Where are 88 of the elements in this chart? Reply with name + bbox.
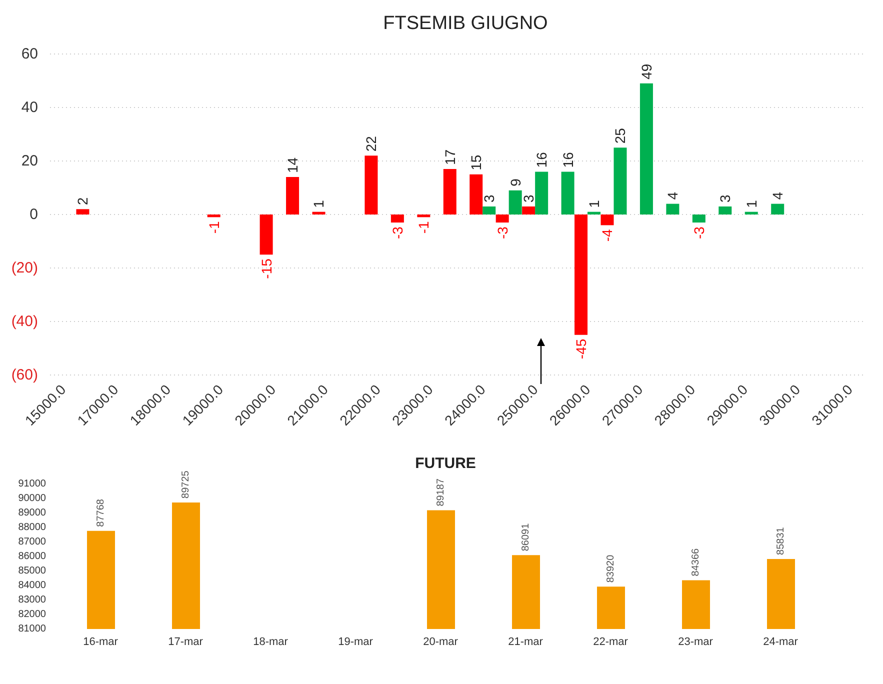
x-tick-label: 20-mar <box>423 636 458 648</box>
y-tick-label: 85000 <box>18 566 46 576</box>
data-label: 84366 <box>690 548 702 576</box>
y-tick-label: 40 <box>21 99 38 116</box>
y-tick-label: 90000 <box>18 493 46 504</box>
chart-title: FUTURE <box>415 455 476 472</box>
bar <box>260 214 273 255</box>
bar <box>561 172 574 214</box>
data-label: 89725 <box>180 470 192 498</box>
y-tick-label: (60) <box>11 366 38 384</box>
bar <box>574 214 588 335</box>
x-tick-label: 16-mar <box>83 636 118 648</box>
y-tick-label: 91000 <box>18 478 46 490</box>
y-tick-label: 83000 <box>18 594 46 606</box>
y-tick-label: 60 <box>21 46 38 62</box>
data-label: 87768 <box>96 498 106 527</box>
y-tick-label: 86000 <box>18 551 46 562</box>
data-label: 17 <box>442 149 458 166</box>
data-label: 1 <box>586 200 602 208</box>
x-tick-label: 24-mar <box>763 636 798 648</box>
data-label: -3 <box>690 226 707 239</box>
bar <box>692 214 706 223</box>
bar <box>286 177 300 214</box>
bar <box>470 174 483 214</box>
bar <box>614 148 627 214</box>
bar <box>207 214 220 218</box>
x-tick-label: 17-mar <box>168 636 204 648</box>
data-label: 89187 <box>436 478 446 506</box>
data-label: 25 <box>612 128 628 144</box>
bar <box>312 212 326 214</box>
bar <box>364 156 378 214</box>
bar <box>508 190 522 214</box>
x-tick-label: 18-mar <box>253 636 288 648</box>
bar <box>443 169 456 214</box>
data-label: 16 <box>534 152 550 168</box>
y-tick-label: 82000 <box>18 609 46 620</box>
data-label: 83920 <box>606 554 616 583</box>
bar <box>600 214 614 226</box>
bar <box>640 83 653 214</box>
bar <box>390 214 404 223</box>
data-label: -3 <box>389 226 406 239</box>
x-tick-label: 22-mar <box>593 636 628 648</box>
y-tick-label: 88000 <box>18 522 46 533</box>
bar <box>744 212 758 214</box>
y-tick-label: 87000 <box>18 536 46 548</box>
data-label: 4 <box>664 192 681 200</box>
bar <box>496 214 509 223</box>
y-tick-label: 0 <box>30 206 38 223</box>
data-label: 86091 <box>520 522 532 552</box>
data-label: 1 <box>743 200 760 208</box>
chart-title: FTSEMIB GIUGNO <box>382 12 549 36</box>
bar <box>482 206 496 214</box>
data-label: -15 <box>258 258 274 279</box>
data-label: 15 <box>468 154 484 170</box>
data-label: 4 <box>770 192 786 200</box>
data-label: 16 <box>560 152 576 168</box>
bar <box>535 172 548 214</box>
x-tick-label: 19-mar <box>338 636 374 648</box>
y-tick-label: 81000 <box>18 624 46 634</box>
bar <box>771 204 784 214</box>
data-label: 2 <box>74 197 91 206</box>
data-label: 14 <box>284 157 301 174</box>
bar <box>522 206 536 214</box>
y-tick-label: 84000 <box>18 580 46 591</box>
x-tick-label: 23-mar <box>678 636 714 648</box>
y-tick-label: 89000 <box>18 508 46 518</box>
x-tick-label: 21-mar <box>508 636 544 648</box>
data-label: 49 <box>638 64 654 80</box>
y-tick-label: 20 <box>21 152 38 170</box>
data-label: 85831 <box>776 526 786 555</box>
data-label: 3 <box>717 194 734 202</box>
data-label: -1 <box>416 220 432 234</box>
data-label: -4 <box>599 228 616 242</box>
data-label: 9 <box>507 178 524 186</box>
bar <box>588 212 601 214</box>
bar <box>718 206 732 214</box>
bar <box>666 204 680 214</box>
data-label: 22 <box>363 136 380 152</box>
bar <box>76 209 90 214</box>
data-label: 1 <box>310 200 327 208</box>
data-label: -45 <box>573 338 590 360</box>
data-label: -3 <box>494 226 510 239</box>
y-tick-label: (40) <box>11 313 38 330</box>
y-tick-label: (20) <box>11 260 38 276</box>
data-label: 3 <box>520 194 537 202</box>
bar <box>417 214 430 218</box>
data-label: -1 <box>206 220 222 234</box>
data-label: 3 <box>481 194 498 202</box>
